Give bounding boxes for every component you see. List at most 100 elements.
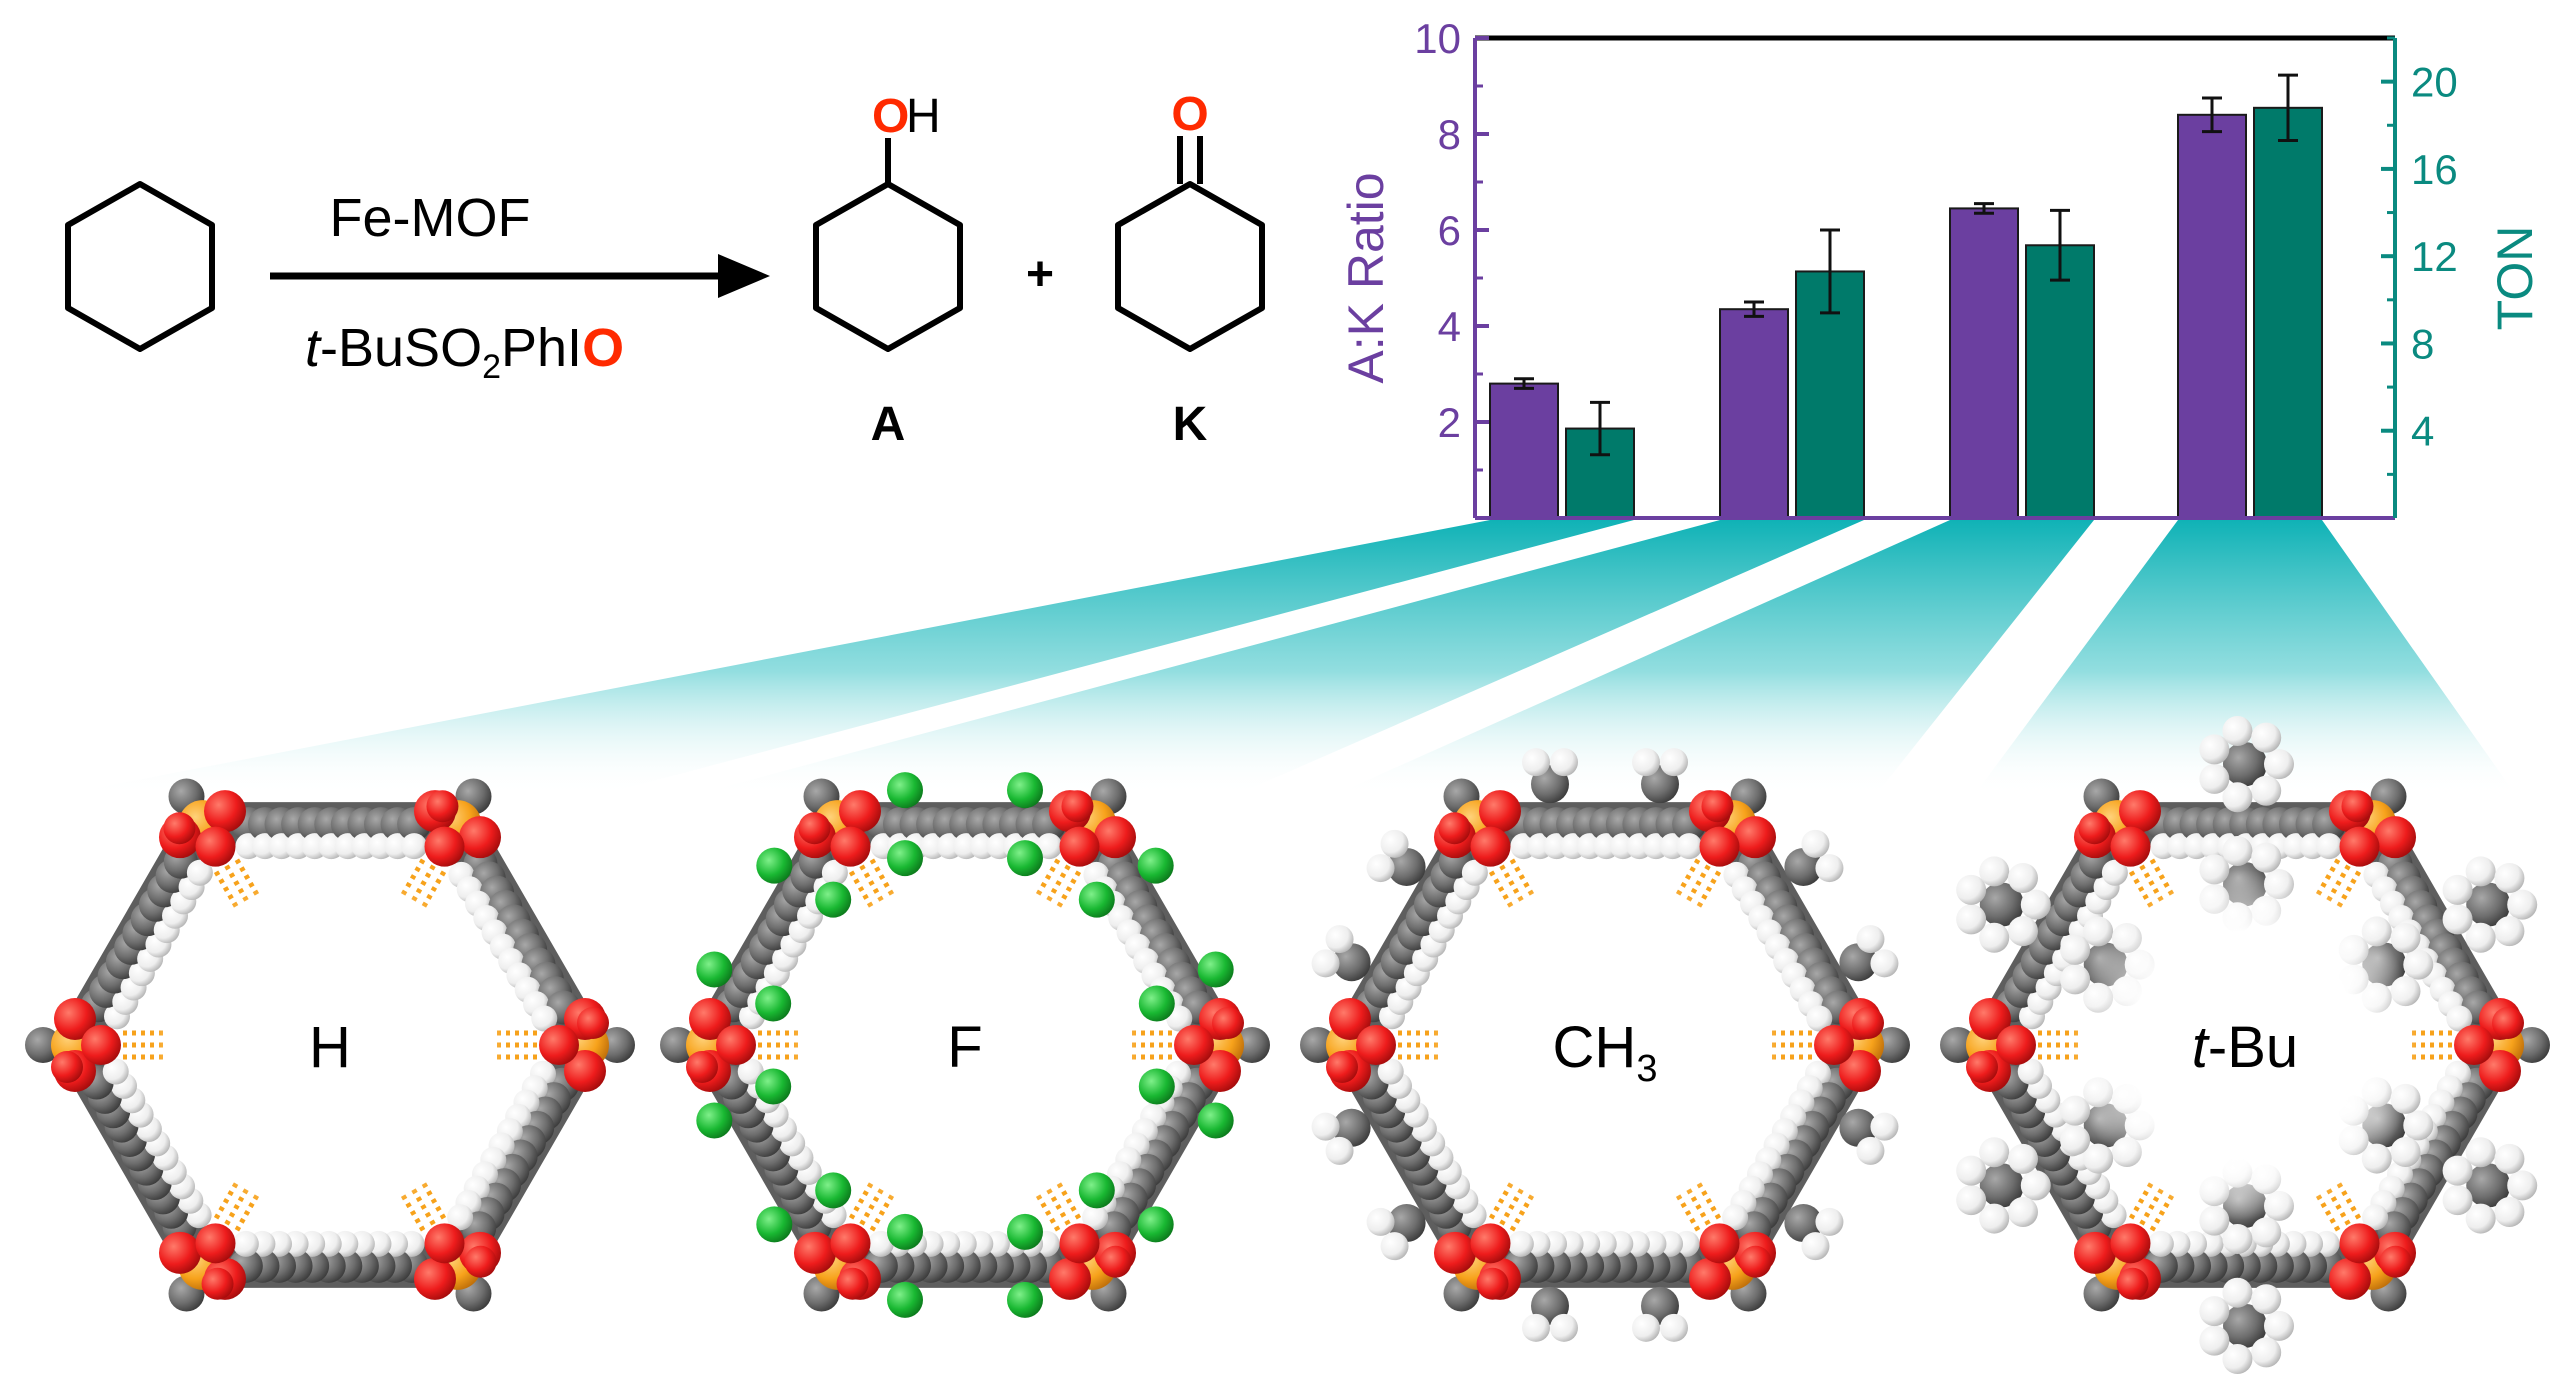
methyl-hydrogen-atom (1660, 748, 1688, 777)
connector-fans (59, 520, 2516, 795)
tbutyl-hydrogen-atom (2465, 922, 2496, 953)
oxidant-label: t-BuSO2PhIO (305, 318, 624, 386)
oxygen-atom (2379, 1245, 2412, 1278)
linker-hydrogen-atom (1806, 1005, 1833, 1032)
node-carbon-atom (1234, 1027, 1270, 1063)
tbutyl-hydrogen-atom (2020, 1170, 2051, 1201)
tbutyl-hydrogen-atom (2403, 949, 2434, 980)
right-axis-title: TON (2487, 226, 2543, 331)
metal-node (2313, 778, 2417, 912)
left-tick-label: 10 (1414, 15, 1461, 62)
pore-label-main: -Bu (2208, 1015, 2298, 1080)
metal-node (2313, 1178, 2417, 1312)
tbutyl-hydrogen-atom (2465, 856, 2496, 887)
ratio-error-bar-h (1514, 377, 1534, 390)
mof-pore-f: F (660, 772, 1270, 1318)
fluorine-atom (887, 1213, 923, 1250)
pore-label-subscript: 3 (1636, 1048, 1657, 1090)
oxygen-atom (686, 1051, 718, 1083)
metal-node (398, 1178, 502, 1312)
tbutyl-hydrogen-atom (1956, 1185, 1987, 1216)
ratio-bar-ch3 (1949, 207, 2019, 519)
oxygen-atom (1438, 812, 1471, 845)
fluorine-atom (756, 1206, 793, 1243)
tbutyl-hydrogen-atom (2507, 889, 2538, 920)
mof-pore-row: H F CH3 t-Bu (25, 716, 2550, 1374)
connector-fan-2 (694, 520, 1864, 795)
pore-label: F (947, 1015, 982, 1080)
oxygen-atom (2454, 1025, 2494, 1065)
fluorine-atom (887, 840, 923, 877)
tbutyl-hydrogen-atom (2007, 916, 2038, 947)
oxygen-atom (1966, 1051, 1998, 1083)
fluorine-atom (1007, 840, 1043, 877)
cyclohexane-structure (65, 181, 215, 352)
tbutyl-carbon-atom (2223, 1303, 2267, 1348)
linker-hydrogen-atom (1461, 859, 1488, 886)
linker-hydrogen-atom (232, 1230, 259, 1257)
oxidant-prefix: t (305, 318, 322, 378)
tbutyl-hydrogen-atom (2222, 716, 2253, 747)
methyl-hydrogen-atom (1660, 1313, 1688, 1342)
tbutyl-hydrogen-atom (2264, 1310, 2294, 1341)
fluorine-atom (1197, 1102, 1234, 1139)
oxygen-atom (1174, 1025, 1214, 1065)
tbutyl-hydrogen-atom (2007, 1197, 2038, 1228)
fluorine-atom (1138, 985, 1175, 1022)
methyl-hydrogen-atom (1870, 1112, 1899, 1141)
ton-error-bar-h (1590, 400, 1610, 457)
ton-error-bar-tbu (2278, 73, 2298, 143)
tbutyl-hydrogen-atom (2083, 916, 2114, 947)
ratio-error-bar-tbu (2202, 96, 2222, 134)
oxygen-atom (2339, 826, 2380, 867)
fluorine-atom (815, 881, 852, 918)
fluorine-atom (1007, 1213, 1043, 1250)
methyl-hydrogen-atom (1632, 748, 1660, 777)
linker-hydrogen-atom (1036, 833, 1063, 860)
oxygen-atom (839, 790, 882, 833)
metal-node (1673, 778, 1777, 912)
metal-node (1433, 1178, 1537, 1312)
left-tick-label: 2 (1438, 399, 1461, 446)
tbutyl-hydrogen-atom (2390, 1137, 2421, 1168)
tbutyl-hydrogen-atom (2251, 842, 2282, 873)
tbutyl-hydrogen-atom (2020, 889, 2051, 920)
oxygen-atom (1099, 1245, 1132, 1278)
fluorine-atom (815, 1172, 852, 1209)
oxygen-atom (2374, 816, 2417, 859)
oxygen-atom (195, 1223, 236, 1264)
oxygen-atom (1969, 998, 2011, 1040)
tbutyl-hydrogen-atom (2507, 1170, 2538, 1201)
tbutyl-hydrogen-atom (2222, 1343, 2253, 1374)
tbutyl-hydrogen-atom (2251, 1284, 2282, 1315)
oxygen-atom (1739, 1245, 1772, 1278)
tbutyl-hydrogen-atom (2222, 782, 2253, 813)
tbutyl-hydrogen-atom (1979, 1137, 2010, 1168)
linker-hydrogen-atom (2316, 833, 2343, 860)
tbutyl-hydrogen-atom (2264, 749, 2294, 780)
metal-node (2073, 1178, 2177, 1312)
metal-node (793, 1178, 897, 1312)
oxygen-atom (1329, 998, 1371, 1040)
tbutyl-hydrogen-atom (2403, 1110, 2434, 1141)
tbutyl-hydrogen-atom (2222, 1277, 2253, 1308)
oxygen-atom (2328, 1257, 2371, 1300)
linker-hydrogen-atom (186, 859, 213, 886)
tbutyl-hydrogen-atom (2494, 1143, 2525, 1174)
oxygen-atom (1059, 826, 1100, 867)
metal-node (398, 778, 502, 912)
bar-chart: 2 4 6 8 10 4 8 12 16 20 A:K Ratio TON (1338, 15, 2543, 520)
bar-group (1489, 73, 2323, 520)
oxygen-atom (1470, 826, 1511, 867)
cyclohexanol-hydrogen: H (906, 90, 941, 143)
product-a-label: A (871, 398, 906, 451)
left-axis-title: A:K Ratio (1338, 172, 1394, 383)
oxygen-atom (1476, 1267, 1509, 1300)
tbutyl-carbon-atom (2223, 742, 2267, 787)
methyl-hydrogen-atom (1325, 925, 1354, 954)
oxidant-tail: PhI (501, 318, 582, 378)
fluorine-atom (1007, 772, 1043, 809)
pore-cavity (2070, 870, 2420, 1220)
oxygen-atom (1356, 1025, 1396, 1065)
fluorine-atom (1078, 1172, 1115, 1209)
